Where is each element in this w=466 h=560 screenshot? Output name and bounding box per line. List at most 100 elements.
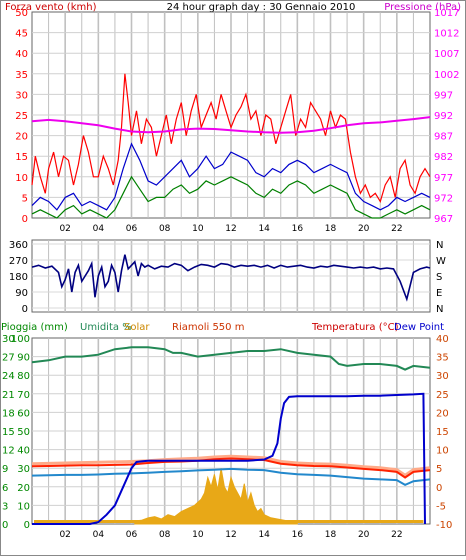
humidity-tick-label: 0 — [24, 520, 30, 531]
series-apparent — [31, 454, 431, 478]
humidity-tick-label: 60 — [17, 408, 30, 419]
humidity-tick-label: 20 — [17, 483, 30, 494]
temperature-tick-label: 15 — [436, 427, 449, 438]
compass-label: W — [436, 256, 446, 267]
rain-x-tick-label: 18 — [325, 530, 337, 540]
rain-label: Pioggia (mm) — [1, 322, 68, 333]
rain-tick-label: 12 — [2, 446, 15, 457]
wind-tick-label: 20 — [15, 132, 28, 143]
pressure-tick-label: 977 — [434, 173, 453, 184]
temperature-tick-label: 20 — [436, 408, 449, 419]
direction-tick-label: 270 — [9, 256, 28, 267]
direction-panel-grid — [32, 240, 430, 312]
wind-x-tick-label: 06 — [126, 224, 138, 234]
humidity-label: Umidita % — [80, 322, 132, 333]
chart-title: 24 hour graph day : 30 Gennaio 2010 — [167, 2, 356, 13]
temperature-tick-label: 0 — [436, 483, 442, 494]
compass-label: S — [436, 272, 442, 283]
temperature-tick-label: 30 — [436, 371, 449, 382]
rain-tick-label: 24 — [2, 371, 15, 382]
wind-tick-label: 45 — [15, 29, 28, 40]
wind-tick-label: 25 — [15, 111, 28, 122]
pressure-tick-label: 972 — [434, 193, 453, 204]
humidity-tick-label: 80 — [17, 371, 30, 382]
temperature-tick-label: 40 — [436, 334, 449, 345]
wind-tick-label: 40 — [15, 49, 28, 60]
wind-x-tick-label: 22 — [391, 224, 402, 234]
rain-tick-label: 18 — [2, 408, 15, 419]
direction-panel-series — [31, 254, 431, 302]
humidity-tick-label: 70 — [17, 390, 30, 401]
rain-tick-label: 3 — [2, 501, 8, 512]
rain-x-tick-label: 08 — [159, 530, 171, 540]
wind-panel-grid — [32, 12, 430, 218]
wind-panel-series — [31, 73, 431, 219]
rain-x-tick-label: 06 — [126, 530, 138, 540]
rain-x-tick-label: 16 — [292, 530, 304, 540]
pressure-axis-label: Pressione (hPa) — [384, 2, 461, 13]
dewpoint-label: Dew Point — [394, 322, 444, 333]
rain-x-tick-label: 04 — [93, 530, 105, 540]
series-humidity — [31, 346, 431, 371]
wind-x-tick-label: 04 — [93, 224, 105, 234]
rain-panel-axes: 0369121518212427300102030405060708090100… — [2, 334, 452, 540]
rain-x-tick-label: 10 — [192, 530, 204, 540]
rain-panel-series — [31, 346, 431, 525]
rain-x-tick-label: 22 — [391, 530, 402, 540]
rain-tick-label: 6 — [2, 483, 8, 494]
series-pressure — [31, 116, 431, 134]
rain-tick-label: 30 — [2, 334, 15, 345]
rain-x-tick-label: 12 — [225, 530, 236, 540]
direction-tick-label: 0 — [22, 304, 28, 315]
wind-x-tick-label: 16 — [292, 224, 304, 234]
rain-tick-label: 9 — [2, 464, 8, 475]
pressure-tick-label: 987 — [434, 132, 453, 143]
temperature-tick-label: 10 — [436, 446, 449, 457]
wind-x-tick-label: 14 — [258, 224, 270, 234]
temperature-label: Temperatura (°C) — [311, 322, 399, 333]
humidity-tick-label: 50 — [17, 427, 30, 438]
humidity-tick-label: 90 — [17, 353, 30, 364]
humidity-tick-label: 30 — [17, 464, 30, 475]
pressure-tick-label: 967 — [434, 214, 453, 225]
rain-tick-label: 21 — [2, 390, 15, 401]
temperature-tick-label: -5 — [436, 501, 446, 512]
wind-x-tick-label: 20 — [358, 224, 370, 234]
direction-tick-label: 360 — [9, 240, 28, 251]
rain-tick-label: 15 — [2, 427, 15, 438]
temperature-tick-label: 25 — [436, 390, 449, 401]
rain-tick-label: 0 — [2, 520, 8, 531]
temperature-tick-label: 5 — [436, 464, 442, 475]
wind-x-tick-label: 02 — [59, 224, 70, 234]
pressure-tick-label: 1002 — [434, 70, 459, 81]
humidity-tick-label: 100 — [11, 334, 30, 345]
pressure-tick-label: 1007 — [434, 49, 459, 60]
wind-tick-label: 0 — [22, 214, 28, 225]
pressure-tick-label: 997 — [434, 90, 453, 101]
series-dewpoint — [31, 467, 431, 487]
direction-tick-label: 90 — [15, 288, 28, 299]
series-wind_avg — [31, 142, 431, 211]
wind-axis-label: Forza vento (kmh) — [5, 2, 97, 13]
rain-x-tick-label: 02 — [59, 530, 70, 540]
rain-x-tick-label: 20 — [358, 530, 370, 540]
pressure-tick-label: 982 — [434, 152, 453, 163]
wind-tick-label: 35 — [15, 70, 28, 81]
wind-panel-axes: 0 5 10 15 20 25 30 35 40 45 50 967 972 977 982 987 992 99… — [15, 8, 459, 234]
humidity-tick-label: 10 — [17, 501, 30, 512]
temperature-tick-label: 35 — [436, 353, 449, 364]
wind-tick-label: 30 — [15, 90, 28, 101]
humidity-tick-label: 40 — [17, 446, 30, 457]
wind-x-tick-label: 18 — [325, 224, 337, 234]
wind-tick-label: 5 — [22, 193, 28, 204]
wind-x-tick-label: 08 — [159, 224, 171, 234]
riamoli-label: Riamoli 550 m — [172, 322, 244, 333]
pressure-tick-label: 1017 — [434, 8, 459, 19]
temperature-tick-label: -10 — [436, 520, 452, 531]
compass-label: N — [436, 304, 443, 315]
solar-label: Solar — [124, 322, 150, 333]
series-direction — [31, 254, 431, 302]
wind-tick-label: 50 — [15, 8, 28, 19]
